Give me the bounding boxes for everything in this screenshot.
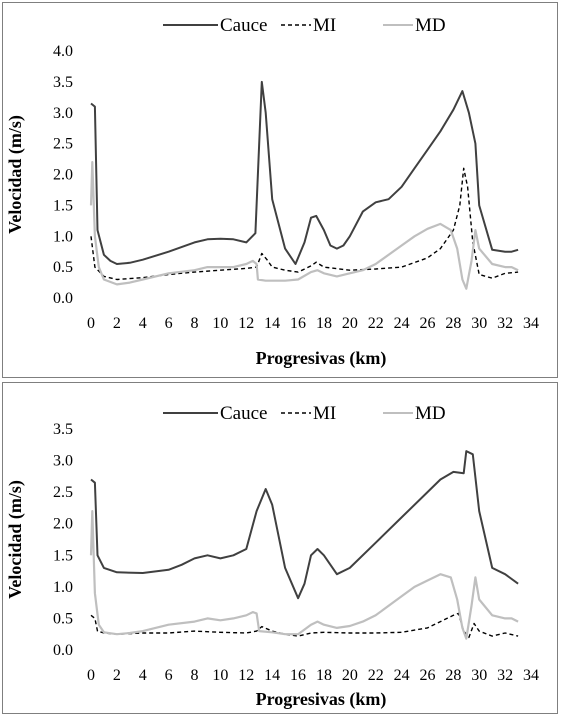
y-tick-label: 3.5 — [53, 74, 73, 91]
legend-label-cauce: Cauce — [220, 15, 267, 36]
x-tick-label: 12 — [238, 315, 254, 332]
x-tick-label: 4 — [139, 667, 147, 684]
legend-label-mi: MI — [313, 15, 336, 36]
velocity-chart-top: 0.00.51.01.52.02.53.03.54.00 2 4 6 8 10 12 14 16… — [5, 15, 539, 369]
x-tick-label: 8 — [191, 667, 199, 684]
x-tick-label: 32 — [497, 315, 513, 332]
x-tick-label: 2 — [113, 667, 121, 684]
x-tick-label: 2 — [113, 315, 121, 332]
series-line-mi — [90, 167, 519, 281]
legend-label-md: MD — [415, 15, 446, 36]
x-tick-label: 18 — [316, 667, 332, 684]
chart-panel-top: 0.0 0.5 1.0 1.5 2.0 2.5 3.0 3.5 4.0 0 2 4 6 8 10 12 14 16… — [2, 2, 558, 378]
x-tick-label: 26 — [419, 667, 435, 684]
y-tick-label: 3.5 — [53, 421, 73, 438]
x-tick-label: 14 — [264, 667, 280, 684]
x-tick-label: 16 — [290, 315, 306, 332]
x-axis-title: Progresivas (km) — [256, 348, 387, 369]
x-tick-label: 6 — [165, 667, 173, 684]
x-tick-label: 16 — [290, 667, 306, 684]
x-tick-label: 24 — [394, 315, 410, 332]
x-tick-label: 22 — [368, 315, 384, 332]
velocity-chart-bottom: 0.00.51.01.52.02.53.03.50 2 4 6 8 10 12 14 16 18 2… — [5, 403, 539, 710]
x-tick-label: 10 — [212, 315, 228, 332]
y-tick-label: 1.0 — [53, 228, 73, 245]
y-tick-label: 2.5 — [53, 136, 73, 153]
legend-label-cauce: Cauce — [220, 403, 267, 424]
y-tick-label: 3.0 — [53, 105, 73, 122]
x-tick-label: 30 — [471, 667, 487, 684]
x-tick-label: 22 — [368, 667, 384, 684]
y-tick-label: 2.0 — [53, 167, 73, 184]
series-line-cauce — [90, 80, 519, 265]
y-tick-label: 1.0 — [53, 579, 73, 596]
y-tick-label: 0.5 — [53, 259, 73, 276]
y-tick-label: 2.0 — [53, 516, 73, 533]
y-tick-label: 2.5 — [53, 484, 73, 501]
x-tick-label: 0 — [87, 667, 95, 684]
x-tick-label: 10 — [212, 667, 228, 684]
y-axis-title: Velocidad (m/s) — [5, 115, 26, 234]
x-tick-label: 34 — [523, 667, 539, 684]
series-line-md — [89, 510, 519, 640]
x-tick-label: 30 — [471, 315, 487, 332]
x-tick-label: 6 — [165, 315, 173, 332]
x-tick-label: 0 — [87, 315, 95, 332]
x-tick-label: 26 — [419, 315, 435, 332]
series-line-cauce — [90, 450, 519, 600]
y-tick-label: 1.5 — [53, 197, 73, 214]
y-tick-label: 1.5 — [53, 547, 73, 564]
y-tick-label: 0.0 — [53, 290, 73, 307]
x-tick-label: 32 — [497, 667, 513, 684]
y-tick-label: 0.5 — [53, 610, 73, 627]
y-tick-label: 3.0 — [53, 453, 73, 470]
legend-label-mi: MI — [313, 403, 336, 424]
x-tick-label: 28 — [445, 315, 461, 332]
x-tick-label: 20 — [342, 667, 358, 684]
x-tick-label: 24 — [394, 667, 410, 684]
series-line-md — [89, 161, 519, 290]
x-tick-label: 18 — [316, 315, 332, 332]
x-tick-label: 20 — [342, 315, 358, 332]
y-axis-title: Velocidad (m/s) — [5, 480, 26, 599]
x-tick-label: 8 — [191, 315, 199, 332]
y-tick-label: 4.0 — [53, 43, 73, 60]
legend-label-md: MD — [415, 403, 446, 424]
x-tick-label: 4 — [139, 315, 147, 332]
x-tick-label: 28 — [445, 667, 461, 684]
series-line-mi — [90, 612, 519, 639]
x-tick-label: 12 — [238, 667, 254, 684]
chart-panel-bottom: 0.0 0.5 1.0 1.5 2.0 2.5 3.0 3.5 0 2 4 6 8 10 12 14 16 18 2… — [2, 382, 558, 714]
x-tick-label: 14 — [264, 315, 280, 332]
y-tick-label: 0.0 — [53, 642, 73, 659]
x-axis-title: Progresivas (km) — [256, 689, 387, 710]
x-tick-label: 34 — [523, 315, 539, 332]
